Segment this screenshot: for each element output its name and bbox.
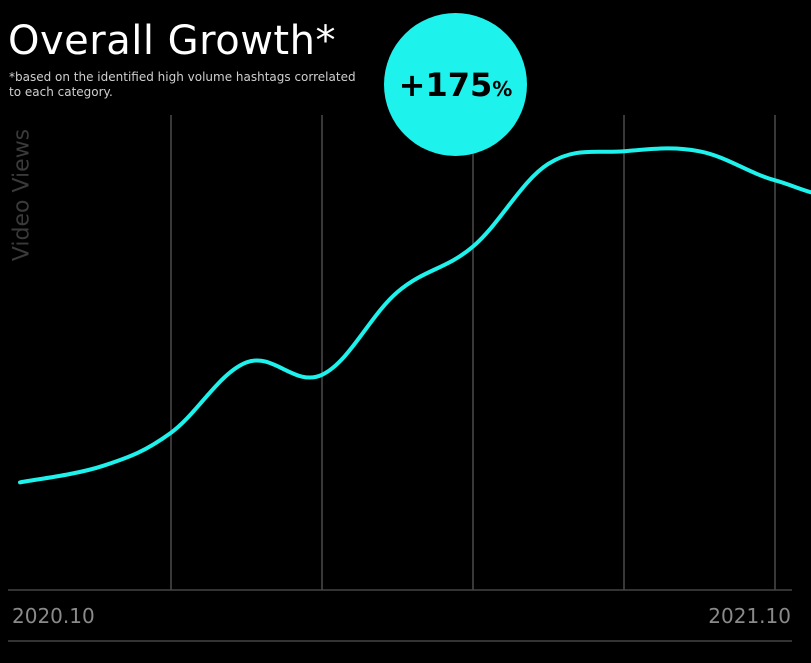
- chart-footnote: *based on the identified high volume has…: [9, 70, 356, 99]
- x-tick-label-start: 2020.10: [12, 604, 95, 628]
- y-axis-label: Video Views: [9, 128, 35, 262]
- growth-value: +175: [398, 65, 493, 104]
- growth-unit: %: [492, 76, 513, 101]
- series-line-1: [18, 146, 811, 485]
- growth-badge: +175 %: [384, 13, 527, 156]
- x-tick-label-end: 2021.10: [708, 604, 791, 628]
- page-title: Overall Growth*: [8, 18, 336, 64]
